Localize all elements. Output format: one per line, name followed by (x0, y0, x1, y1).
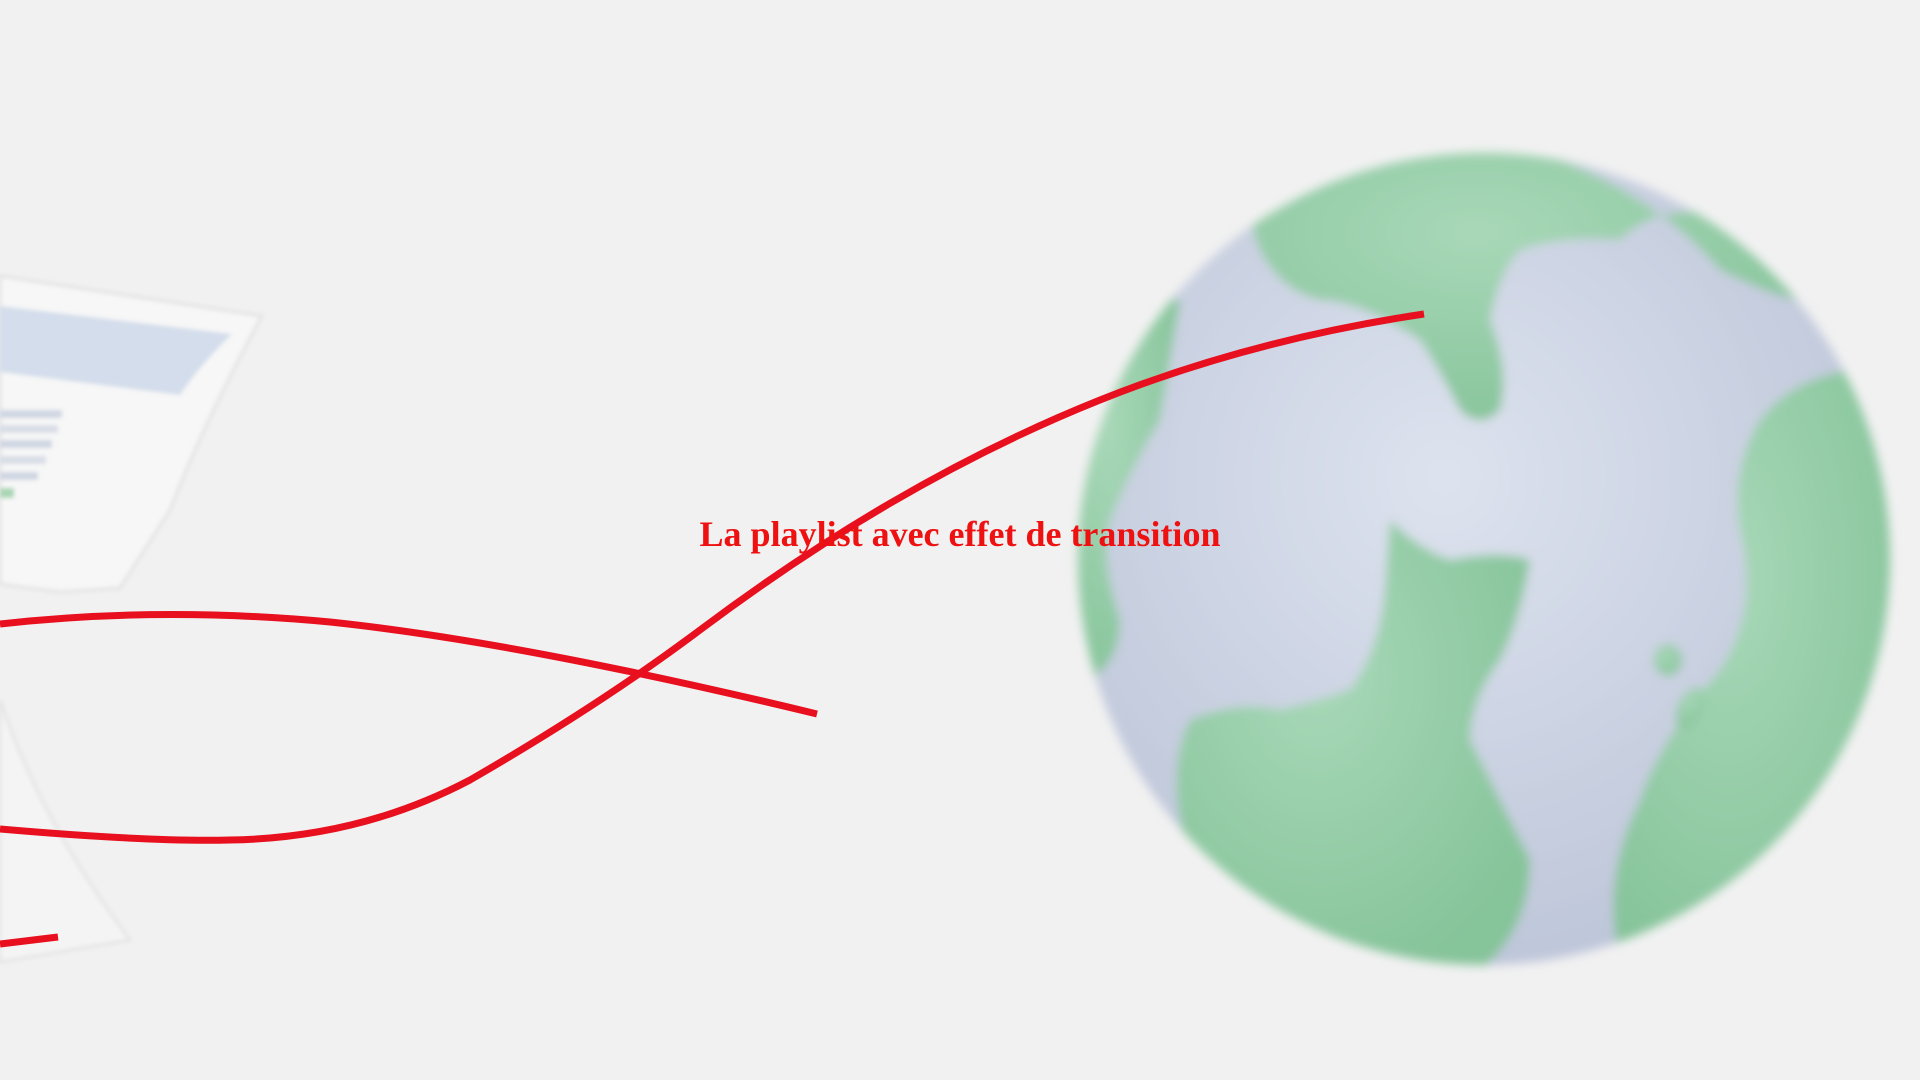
ribbon-curve-upper (0, 310, 1425, 844)
ribbon-fragment (0, 933, 59, 948)
ribbon-curve-lower (0, 610, 818, 718)
